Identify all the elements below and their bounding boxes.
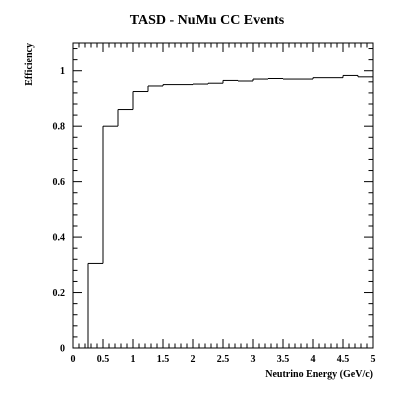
y-tick-label: 0.2: [53, 288, 66, 299]
y-tick-label: 0.8: [53, 122, 66, 133]
chart-title: TASD - NuMu CC Events: [130, 13, 285, 28]
x-tick-label: 1: [131, 354, 136, 365]
x-tick-label: 5: [371, 354, 376, 365]
y-tick-label: 0.6: [53, 177, 66, 188]
x-tick-label: 0: [71, 354, 76, 365]
x-axis-ticks: [72, 43, 374, 348]
y-tick-label: 1: [60, 66, 65, 77]
x-axis-tick-labels: 0 0.5 1 1.5 2 2.5 3 3.5 4 4.5 5: [71, 354, 376, 365]
x-tick-label: 0.5: [97, 354, 110, 365]
x-tick-label: 2.5: [217, 354, 230, 365]
y-axis-tick-labels: 0 0.2 0.4 0.6 0.8 1: [53, 66, 66, 354]
y-tick-label: 0: [60, 344, 65, 355]
x-tick-label: 4: [311, 354, 316, 365]
y-axis-label: Efficiency: [24, 43, 35, 86]
x-tick-label: 4.5: [337, 354, 350, 365]
plot-frame: [72, 42, 374, 349]
efficiency-series: [73, 74, 373, 349]
x-tick-label: 1.5: [157, 354, 170, 365]
x-tick-label: 3.5: [277, 354, 290, 365]
y-tick-label: 0.4: [53, 233, 66, 244]
x-axis-label: Neutrino Energy (GeV/c): [265, 369, 373, 380]
x-tick-label: 2: [191, 354, 196, 365]
x-tick-label: 3: [251, 354, 256, 365]
y-axis-ticks: [73, 48, 373, 349]
